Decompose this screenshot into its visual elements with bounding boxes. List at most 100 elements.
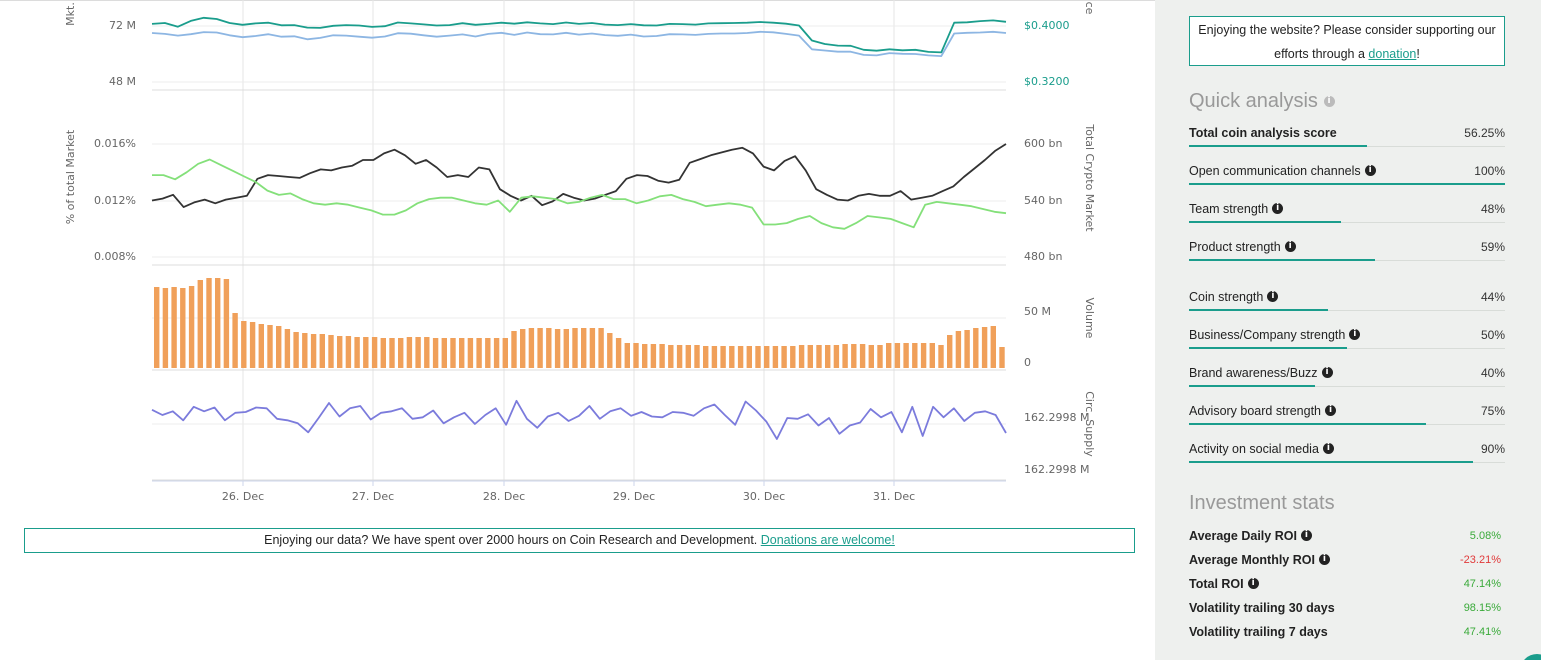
x-tick-label: 27. Dec: [352, 490, 394, 503]
quick-analysis-item-label-wrap: Open communication channels i: [1189, 164, 1376, 178]
volume-bar: [859, 344, 866, 368]
score-track: [1189, 310, 1505, 311]
volume-bar: [493, 338, 500, 368]
volume-bar: [563, 329, 569, 368]
volume-bar: [981, 327, 988, 368]
investment-stat-row: Average Monthly ROI i -23.21%: [1189, 553, 1505, 573]
score-bar: [1189, 259, 1376, 261]
volume-bar: [912, 343, 918, 368]
score-bar: [1189, 461, 1474, 463]
volume-bar: [624, 343, 630, 368]
volume-bar: [537, 328, 543, 368]
volume-bar: [328, 335, 334, 368]
volume-bar: [842, 344, 848, 368]
info-icon[interactable]: i: [1318, 554, 1330, 566]
volume-bar: [337, 336, 343, 368]
volume-bar: [694, 345, 700, 368]
quick-analysis-item: Brand awareness/Buzz i 40%: [1189, 366, 1505, 392]
volume-bar: [406, 337, 413, 368]
quick-analysis-item-label: Business/Company strength: [1189, 328, 1346, 342]
volume-bar: [415, 337, 421, 368]
volume-bar: [598, 328, 604, 368]
volume-bar: [241, 321, 247, 368]
score-bar: [1189, 423, 1426, 425]
score-bar: [1189, 385, 1316, 387]
investment-stat-label-text: Total ROI: [1189, 577, 1244, 591]
volume-bar: [711, 346, 718, 368]
volume-bar: [755, 346, 761, 368]
x-tick-label: 26. Dec: [222, 490, 264, 503]
volume-bar: [302, 333, 308, 368]
info-icon[interactable]: i: [1267, 291, 1279, 303]
volume-bar: [825, 345, 831, 368]
y-axis-title: Volume: [1083, 298, 1096, 339]
y-tick-label: 50 M: [1024, 305, 1051, 318]
volume-bar: [764, 346, 770, 368]
investment-stat-value: 98.15%: [1463, 602, 1501, 614]
investment-stat-label: Average Daily ROI i: [1189, 529, 1312, 543]
volume-bar: [363, 337, 369, 368]
investment-stat-value: -23.21%: [1460, 554, 1501, 566]
info-icon[interactable]: i: [1284, 241, 1296, 253]
volume-bar: [589, 328, 596, 368]
info-icon[interactable]: i: [1349, 329, 1361, 341]
investment-stat-label-text: Volatility trailing 7 days: [1189, 625, 1328, 639]
score-track: [1189, 222, 1505, 223]
info-icon[interactable]: i: [1321, 367, 1333, 379]
quick-analysis-item-label: Team strength: [1189, 202, 1269, 216]
info-icon[interactable]: i: [1322, 443, 1334, 455]
y-axis-title: Circ. Supply: [1083, 391, 1096, 457]
investment-stat-label: Average Monthly ROI i: [1189, 553, 1330, 567]
score-track: [1189, 386, 1505, 387]
investment-stats-label: Investment stats: [1189, 492, 1335, 514]
y-tick-label: $0.3200: [1024, 75, 1070, 88]
quick-analysis-item-label: Coin strength: [1189, 290, 1264, 304]
volume-bar: [554, 329, 561, 368]
volume-bar: [990, 326, 996, 368]
chat-button[interactable]: [1520, 654, 1541, 660]
donations-link[interactable]: Donations are welcome!: [760, 533, 895, 547]
quick-analysis-item-label-wrap: Business/Company strength i: [1189, 328, 1361, 342]
volume-bar: [581, 328, 587, 368]
investment-stats-title: Investment stats: [1189, 492, 1335, 515]
quick-analysis-item-label: Open communication channels: [1189, 164, 1361, 178]
price-chart-area[interactable]: 72 M 48 M $0.4000 $0.3200 Mkt. ce 0.016% 600 bn…: [0, 0, 1150, 520]
volume-bar: [676, 345, 683, 368]
info-icon[interactable]: i: [1323, 96, 1335, 108]
volume-bar: [607, 333, 613, 368]
volume-bar: [973, 328, 979, 368]
quick-analysis-item-label: Brand awareness/Buzz: [1189, 366, 1318, 380]
quick-analysis-item: Total coin analysis score 56.25%: [1189, 126, 1505, 152]
info-icon[interactable]: i: [1325, 405, 1337, 417]
volume-bar: [685, 345, 691, 368]
multi-panel-chart[interactable]: 72 M 48 M $0.4000 $0.3200 Mkt. ce 0.016% 600 bn…: [0, 0, 1150, 520]
investment-stat-value: 47.14%: [1463, 578, 1501, 590]
volume-bar: [154, 287, 160, 368]
info-icon[interactable]: i: [1247, 578, 1259, 590]
info-icon[interactable]: i: [1364, 165, 1376, 177]
quick-analysis-item-value: 50%: [1480, 328, 1505, 342]
volume-bar: [424, 337, 430, 368]
data-banner-text: Enjoying our data? We have spent over 20…: [264, 533, 758, 547]
volume-bar: [258, 324, 264, 368]
info-icon[interactable]: i: [1272, 203, 1284, 215]
volume-bar: [964, 330, 970, 368]
volume-bar: [947, 335, 953, 368]
volume-bar: [476, 338, 482, 368]
volume-bar: [851, 344, 857, 368]
volume-bar: [703, 346, 709, 368]
score-bar: [1189, 347, 1347, 349]
quick-analysis-item: Open communication channels i 100%: [1189, 164, 1505, 190]
info-icon[interactable]: i: [1300, 530, 1312, 542]
support-text: Enjoying the website? Please consider su…: [1198, 23, 1496, 61]
donation-link[interactable]: donation: [1368, 47, 1417, 61]
volume-bar: [380, 338, 386, 368]
quick-analysis-item: Product strength i 59%: [1189, 240, 1505, 266]
y-tick-label: 162.2998 M: [1024, 463, 1089, 476]
volume-bar: [485, 338, 491, 368]
y-tick-label: 540 bn: [1024, 194, 1062, 207]
score-bar: [1189, 145, 1367, 147]
y-axis-title: ce: [1083, 2, 1096, 15]
quick-analysis-item-value: 100%: [1474, 164, 1505, 178]
